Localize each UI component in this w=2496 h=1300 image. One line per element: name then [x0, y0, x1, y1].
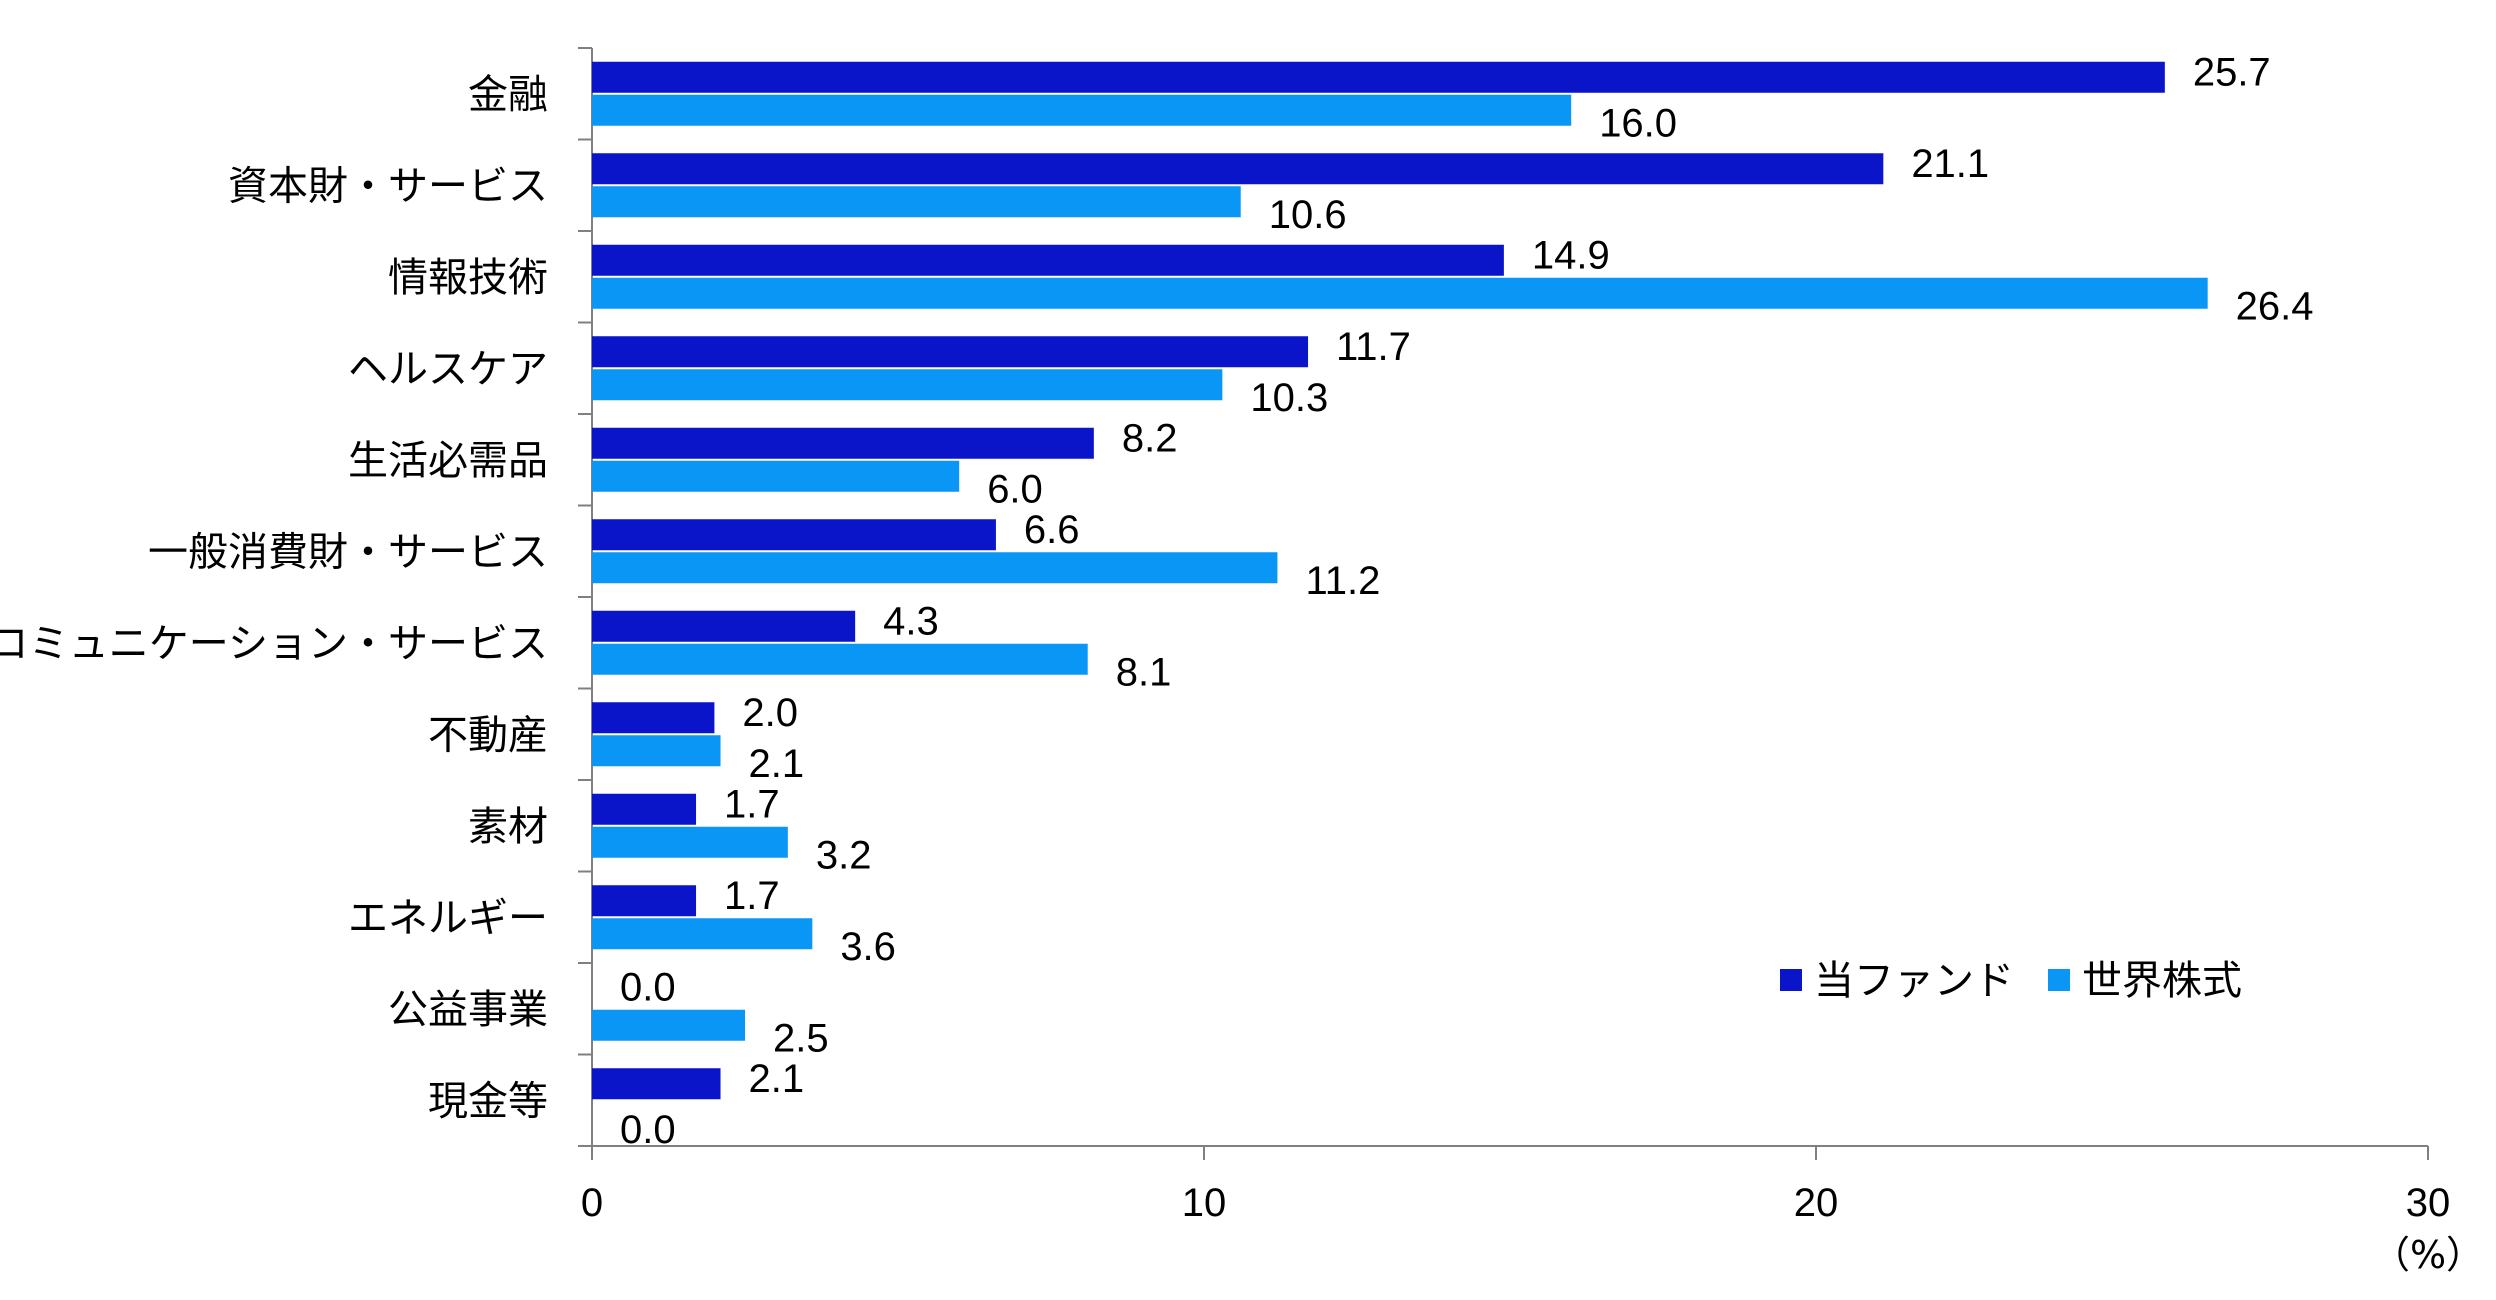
bar-fund [592, 153, 1884, 185]
category-label: 公益事業 [388, 987, 548, 1033]
value-label: 2.1 [749, 742, 805, 786]
category-label: 不動産 [428, 712, 548, 758]
value-label: 25.7 [2193, 50, 2271, 94]
bar-world [592, 277, 2208, 309]
bar-fund [592, 885, 697, 917]
x-tick-label: 0 [581, 1181, 603, 1225]
value-label: 2.1 [749, 1057, 805, 1101]
value-label: 10.6 [1269, 193, 1347, 237]
value-label: 3.6 [840, 925, 896, 969]
value-label: 0.0 [620, 965, 676, 1009]
bar-world [592, 1009, 745, 1041]
bar-world [592, 460, 960, 492]
value-label: 26.4 [2236, 284, 2314, 328]
value-label: 11.7 [1336, 325, 1411, 369]
category-label: 生活必需品 [348, 438, 548, 484]
value-label: 8.1 [1116, 650, 1172, 694]
category-label: エネルギー [348, 895, 548, 941]
bar-fund [592, 610, 856, 642]
value-label: 8.2 [1122, 416, 1178, 460]
bar-world [592, 369, 1223, 401]
value-label: 3.2 [816, 833, 872, 877]
legend-label: 世界株式 [2082, 958, 2242, 1004]
value-label: 4.3 [883, 599, 939, 643]
legend-swatch [1780, 969, 1802, 991]
value-label: 11.2 [1305, 559, 1380, 603]
category-label: 情報技術 [388, 255, 548, 301]
bar-world [592, 186, 1241, 218]
category-label: コミュニケーション・サービス [0, 621, 548, 667]
bar-fund [592, 244, 1504, 276]
bar-fund [592, 1068, 721, 1100]
bar-fund [592, 793, 697, 825]
bar-world [592, 643, 1088, 675]
bar-world [592, 826, 788, 858]
legend-label: 当ファンド [1814, 958, 2014, 1004]
value-label: 6.0 [987, 467, 1043, 511]
x-tick-label: 10 [1182, 1181, 1227, 1225]
value-label: 1.7 [724, 782, 780, 826]
bar-world [592, 735, 721, 767]
category-label: ヘルスケア [348, 346, 548, 392]
value-label: 21.1 [1911, 142, 1989, 186]
x-tick-label: 30 [2406, 1181, 2451, 1225]
category-label: 素材 [468, 804, 548, 850]
bar-world [592, 552, 1278, 584]
legend-swatch [2048, 969, 2070, 991]
value-label: 2.0 [742, 691, 798, 735]
category-label: 資本財・サービス [228, 163, 548, 209]
value-label: 0.0 [620, 1108, 676, 1152]
category-label: 一般消費財・サービス [148, 529, 548, 575]
bar-fund [592, 427, 1094, 459]
bar-fund [592, 336, 1309, 368]
x-tick-label: 20 [1794, 1181, 1839, 1225]
bar-world [592, 918, 813, 950]
bar-fund [592, 702, 715, 734]
value-label: 16.0 [1599, 101, 1677, 145]
value-label: 1.7 [724, 874, 780, 918]
bar-fund [592, 61, 2165, 93]
value-label: 2.5 [773, 1016, 829, 1060]
category-label: 現金等 [428, 1078, 548, 1124]
bar-fund [592, 519, 996, 551]
x-unit-label: （%） [2372, 1233, 2484, 1277]
value-label: 6.6 [1024, 508, 1080, 552]
value-label: 10.3 [1250, 376, 1328, 420]
value-label: 14.9 [1532, 233, 1610, 277]
bar-world [592, 94, 1572, 126]
category-label: 金融 [468, 72, 548, 118]
